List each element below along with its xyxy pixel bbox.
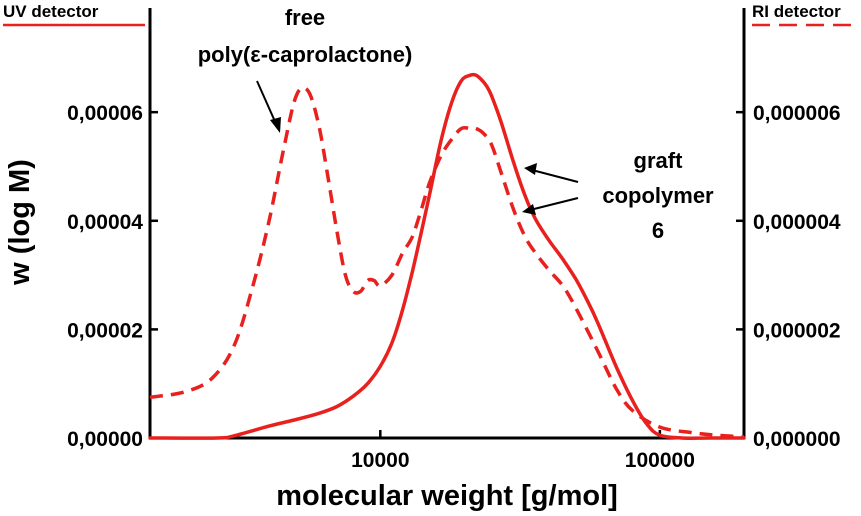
y-left-tick-label-1: 0,00002 xyxy=(67,319,143,342)
graft-label-line2: copolymer xyxy=(602,183,714,208)
y-right-tick-label-2: 0,000004 xyxy=(753,211,841,234)
x-tick-label-1: 100000 xyxy=(625,449,695,472)
graft-label-line1: graft xyxy=(634,148,684,173)
free-arrow-line xyxy=(256,80,278,127)
y-axis-title: w (log M) xyxy=(4,159,36,286)
graft-arrow-to-ri-line xyxy=(529,197,579,211)
y-left-tick-label-0: 0,00000 xyxy=(67,428,143,451)
series-layer xyxy=(148,72,746,440)
ri-detector-label: RI detector xyxy=(752,2,841,21)
free-label-line2: poly(ε-caprolactone) xyxy=(198,42,413,67)
graft-arrowhead-uv xyxy=(524,163,537,175)
free-arrowhead xyxy=(270,117,281,133)
uv-series-line xyxy=(148,72,746,440)
y-left-tick-label-2: 0,00004 xyxy=(67,211,143,234)
tick-labels: 10000 100000 0,00000 0,00002 0,00004 0,00006 0… xyxy=(67,102,841,472)
y-right-tick-label-3: 0,000006 xyxy=(753,102,841,125)
graft-arrowhead-ri xyxy=(522,204,536,215)
y-left-tick-label-3: 0,00006 xyxy=(67,102,143,125)
free-label-line1: free xyxy=(285,5,325,30)
graft-arrow-to-uv-line xyxy=(531,169,579,183)
uv-detector-label: UV detector xyxy=(3,2,99,21)
x-tick-label-0: 10000 xyxy=(351,449,409,472)
graft-label-line3: 6 xyxy=(652,218,664,243)
x-axis-title: molecular weight [g/mol] xyxy=(276,480,618,512)
y-right-tick-label-0: 0,000000 xyxy=(753,428,841,451)
y-right-tick-label-1: 0,000002 xyxy=(753,319,841,342)
ri-series-line xyxy=(149,85,745,439)
